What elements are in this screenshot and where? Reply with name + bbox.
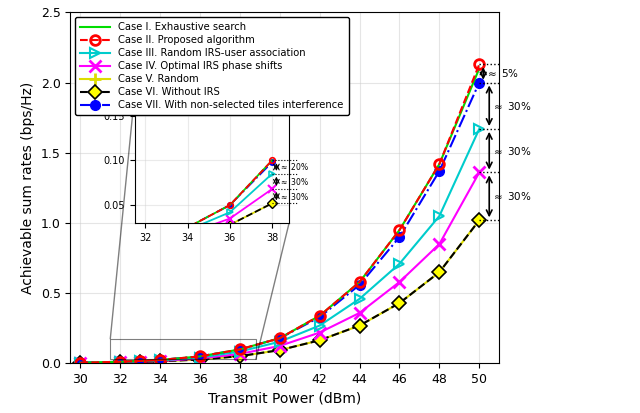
Case III. Random IRS-user association xyxy=(396,261,403,266)
Case I. Exhaustive search xyxy=(156,357,164,363)
Case II. Proposed algorithm xyxy=(396,228,403,233)
Case II. Proposed algorithm xyxy=(436,161,444,166)
Case II. Proposed algorithm xyxy=(316,313,324,318)
Case IV. Optimal IRS phase shifts xyxy=(77,361,84,366)
Case I. Exhaustive search xyxy=(136,358,144,363)
Case VI. Without IRS xyxy=(276,348,284,353)
Case VII. With non-selected tiles interference xyxy=(236,347,244,352)
Case VI. Without IRS xyxy=(156,359,164,364)
Case IV. Optimal IRS phase shifts xyxy=(436,242,444,247)
Case II. Proposed algorithm xyxy=(476,62,483,67)
Case I. Exhaustive search xyxy=(476,66,483,71)
Case I. Exhaustive search xyxy=(276,336,284,341)
Case IV. Optimal IRS phase shifts xyxy=(316,330,324,335)
Case III. Random IRS-user association xyxy=(476,126,483,131)
Case I. Exhaustive search xyxy=(236,347,244,352)
Case VI. Without IRS xyxy=(196,357,204,362)
Case V. Random xyxy=(396,301,403,306)
Case VII. With non-selected tiles interference xyxy=(436,169,444,173)
Case II. Proposed algorithm xyxy=(196,354,204,359)
Case VI. Without IRS xyxy=(436,270,444,275)
Case V. Random xyxy=(236,354,244,358)
Case IV. Optimal IRS phase shifts xyxy=(236,351,244,356)
Y-axis label: Achievable sum rates (bps/Hz): Achievable sum rates (bps/Hz) xyxy=(21,82,35,294)
Case IV. Optimal IRS phase shifts xyxy=(116,360,124,365)
Case VI. Without IRS xyxy=(396,301,403,306)
Line: Case III. Random IRS-user association: Case III. Random IRS-user association xyxy=(76,124,484,368)
Case V. Random xyxy=(136,360,144,365)
Case III. Random IRS-user association xyxy=(196,355,204,360)
Case VI. Without IRS xyxy=(136,360,144,365)
Case III. Random IRS-user association xyxy=(77,361,84,366)
Case I. Exhaustive search xyxy=(77,360,84,365)
Case V. Random xyxy=(156,359,164,364)
Text: $\approx$ 30%: $\approx$ 30% xyxy=(492,190,532,202)
Case V. Random xyxy=(116,360,124,365)
Case IV. Optimal IRS phase shifts xyxy=(156,358,164,363)
Case IV. Optimal IRS phase shifts xyxy=(136,359,144,364)
Case V. Random xyxy=(356,323,364,328)
Case III. Random IRS-user association xyxy=(156,358,164,363)
Text: $\approx$ 30%: $\approx$ 30% xyxy=(492,100,532,112)
Case III. Random IRS-user association xyxy=(116,360,124,365)
Case VI. Without IRS xyxy=(476,218,483,223)
Case II. Proposed algorithm xyxy=(77,360,84,365)
Case II. Proposed algorithm xyxy=(356,280,364,285)
Case IV. Optimal IRS phase shifts xyxy=(476,170,483,175)
Line: Case I. Exhaustive search: Case I. Exhaustive search xyxy=(81,69,479,363)
Case VII. With non-selected tiles interference xyxy=(476,80,483,85)
Case III. Random IRS-user association xyxy=(356,297,364,301)
Case V. Random xyxy=(436,270,444,275)
Line: Case IV. Optimal IRS phase shifts: Case IV. Optimal IRS phase shifts xyxy=(75,167,485,368)
X-axis label: Transmit Power (dBm): Transmit Power (dBm) xyxy=(208,392,362,406)
Case VI. Without IRS xyxy=(316,338,324,343)
Case VII. With non-selected tiles interference xyxy=(396,235,403,240)
Case I. Exhaustive search xyxy=(436,161,444,166)
Line: Case VI. Without IRS: Case VI. Without IRS xyxy=(76,215,484,368)
Case IV. Optimal IRS phase shifts xyxy=(396,280,403,285)
Line: Case V. Random: Case V. Random xyxy=(75,215,485,368)
Case I. Exhaustive search xyxy=(316,313,324,318)
Case VII. With non-selected tiles interference xyxy=(136,358,144,363)
Case V. Random xyxy=(276,348,284,353)
Case III. Random IRS-user association xyxy=(136,359,144,364)
Bar xyxy=(110,339,256,359)
Case I. Exhaustive search xyxy=(196,354,204,359)
Case V. Random xyxy=(476,218,483,223)
Case VI. Without IRS xyxy=(356,323,364,328)
Case VII. With non-selected tiles interference xyxy=(156,357,164,363)
Case V. Random xyxy=(196,357,204,362)
Case VI. Without IRS xyxy=(236,354,244,358)
Case VI. Without IRS xyxy=(116,360,124,365)
Case VII. With non-selected tiles interference xyxy=(77,360,84,365)
Case IV. Optimal IRS phase shifts xyxy=(196,356,204,361)
Case II. Proposed algorithm xyxy=(156,357,164,363)
Case II. Proposed algorithm xyxy=(136,358,144,363)
Case III. Random IRS-user association xyxy=(436,214,444,218)
Case III. Random IRS-user association xyxy=(236,349,244,354)
Line: Case II. Proposed algorithm: Case II. Proposed algorithm xyxy=(76,59,484,368)
Case III. Random IRS-user association xyxy=(276,339,284,344)
Case II. Proposed algorithm xyxy=(236,347,244,352)
Case VII. With non-selected tiles interference xyxy=(196,354,204,359)
Text: $\approx$ 30%: $\approx$ 30% xyxy=(492,145,532,157)
Case II. Proposed algorithm xyxy=(116,359,124,364)
Case IV. Optimal IRS phase shifts xyxy=(356,311,364,316)
Case I. Exhaustive search xyxy=(116,359,124,364)
Case VII. With non-selected tiles interference xyxy=(356,282,364,287)
Case III. Random IRS-user association xyxy=(316,323,324,328)
Legend: Case I. Exhaustive search, Case II. Proposed algorithm, Case III. Random IRS-use: Case I. Exhaustive search, Case II. Prop… xyxy=(76,17,349,115)
Case II. Proposed algorithm xyxy=(276,336,284,341)
Case IV. Optimal IRS phase shifts xyxy=(276,344,284,349)
Case VII. With non-selected tiles interference xyxy=(316,315,324,320)
Case V. Random xyxy=(316,338,324,343)
Case V. Random xyxy=(77,361,84,366)
Case I. Exhaustive search xyxy=(356,280,364,285)
Case VII. With non-selected tiles interference xyxy=(116,359,124,364)
Line: Case VII. With non-selected tiles interference: Case VII. With non-selected tiles interf… xyxy=(76,78,484,368)
Case I. Exhaustive search xyxy=(396,228,403,233)
Case VII. With non-selected tiles interference xyxy=(276,336,284,341)
Text: $\approx$ 5%: $\approx$ 5% xyxy=(485,67,519,79)
Case VI. Without IRS xyxy=(77,361,84,366)
